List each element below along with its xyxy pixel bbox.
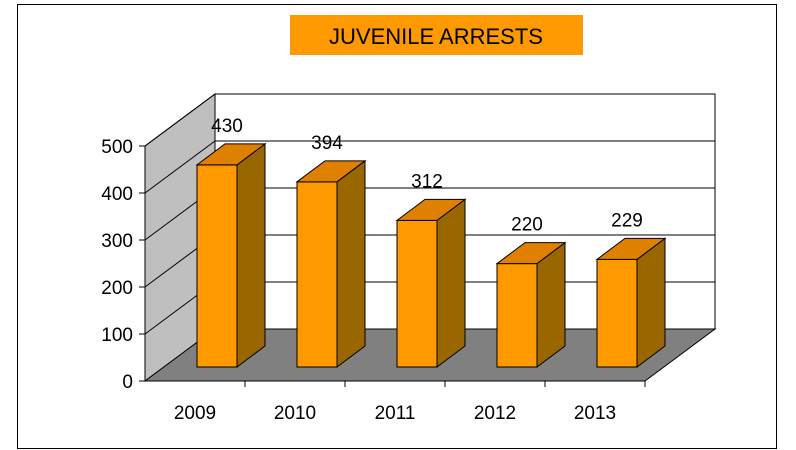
bar-2013: [596, 258, 638, 368]
value-label-2011: 312: [411, 171, 443, 192]
bar-top-2011: [395, 198, 467, 221]
bar-2011: [396, 219, 438, 368]
x-tick-label-2013: 2013: [574, 403, 616, 424]
bar-top-2009: [195, 143, 267, 166]
bar-side-2012: [536, 241, 566, 368]
y-tick-label: 300: [101, 231, 133, 252]
y-tick-label: 200: [101, 278, 133, 299]
bar-side-2013: [636, 237, 666, 368]
y-tick-label: 400: [101, 184, 133, 205]
x-tick-label-2010: 2010: [274, 403, 316, 424]
bar-2009: [196, 164, 238, 368]
x-tick-label-2012: 2012: [474, 403, 516, 424]
bar-top-2010: [295, 160, 367, 183]
value-label-2009: 430: [211, 116, 243, 137]
bar-top-2012: [495, 242, 567, 265]
chart-title: JUVENILE ARRESTS: [329, 24, 543, 49]
bar-side-2009: [236, 142, 266, 368]
bar-side-2010: [336, 159, 366, 368]
bar-2012: [496, 263, 538, 368]
value-label-2010: 394: [311, 133, 343, 154]
x-tick-label-2011: 2011: [375, 403, 416, 424]
bar-top-2013: [595, 237, 667, 260]
gridline-side: [144, 140, 216, 194]
bars: [195, 142, 667, 368]
bar-side-2011: [436, 198, 466, 368]
y-tick-label: 500: [101, 137, 133, 158]
y-tick-label: 0: [122, 372, 133, 393]
bar-2010: [296, 181, 338, 368]
labels: 0 100 200 300 400 500 430 2009 394 2010 312 2011 220…: [101, 116, 643, 424]
value-label-2013: 229: [611, 210, 643, 231]
chart-title-background: [290, 15, 583, 55]
x-tick-label-2009: 2009: [174, 403, 216, 424]
value-label-2012: 220: [511, 215, 543, 236]
y-tick-label: 100: [101, 325, 133, 346]
gridline-side: [144, 93, 216, 147]
